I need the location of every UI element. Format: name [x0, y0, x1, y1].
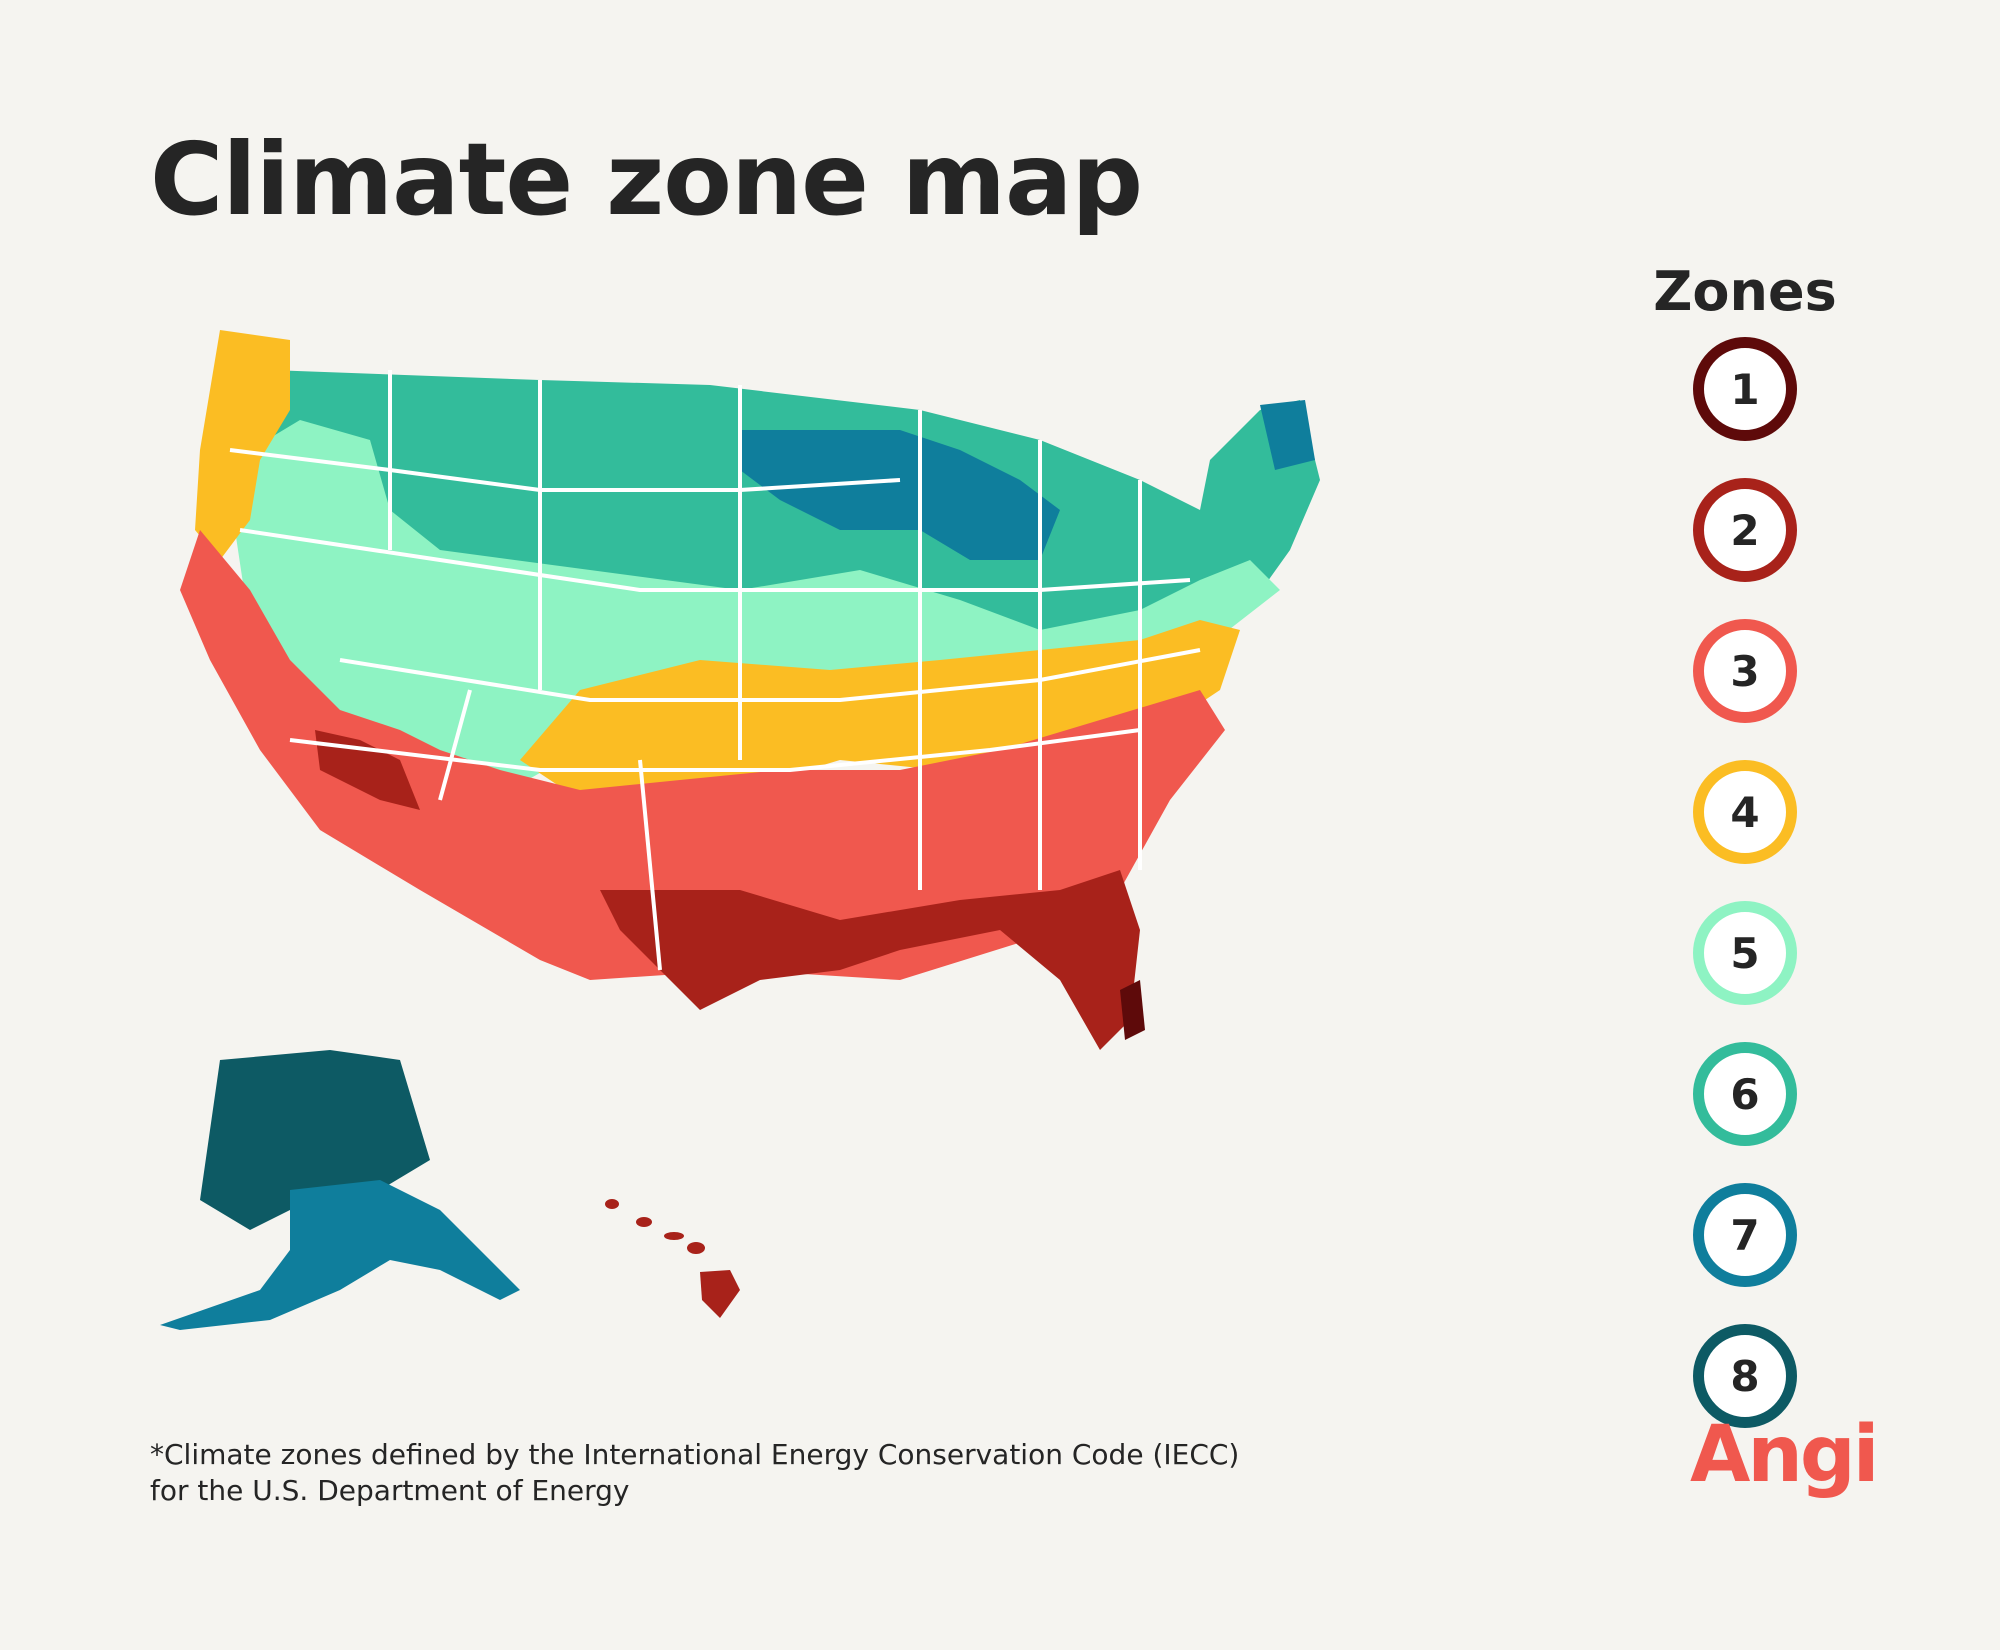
zone-6-badge: 6 [1693, 1042, 1797, 1146]
footnote: *Climate zones defined by the Internatio… [150, 1437, 1239, 1510]
zone-2-texas-gulf [600, 870, 1140, 1050]
alaska-inset [160, 1050, 520, 1330]
zone-2-gulf-coast [315, 730, 420, 810]
zone-1-badge: 1 [1693, 337, 1797, 441]
zone-4-badge: 4 [1693, 760, 1797, 864]
contiguous-us [180, 330, 1320, 1050]
zone-1-south-florida [1120, 980, 1145, 1040]
hawaii-island-maui [687, 1242, 705, 1254]
hawaii-inset [605, 1199, 740, 1318]
footnote-line-1: *Climate zones defined by the Internatio… [150, 1438, 1240, 1471]
footnote-line-2: for the U.S. Department of Energy [150, 1474, 630, 1508]
zone-7-north-central [740, 430, 1060, 560]
zone-7-maine [1260, 400, 1315, 470]
zone-8-badge: 8 [1693, 1324, 1797, 1428]
zone-2-badge: 2 [1693, 478, 1797, 582]
zones-legend: Zones 1 2 3 4 5 6 7 8 [1640, 265, 1850, 1465]
alaska-zone-7 [160, 1180, 520, 1330]
hawaii-island-oahu [636, 1217, 652, 1227]
zone-7-badge: 7 [1693, 1183, 1797, 1287]
zone-4-band [520, 620, 1240, 800]
hawaii-island-kauai [605, 1199, 619, 1209]
angi-logo: Angi [1690, 1410, 1879, 1500]
zone-4-pacific-coast [195, 330, 290, 560]
zone-3-south-region [180, 530, 1225, 980]
page-title: Climate zone map [150, 121, 1143, 238]
legend-title: Zones [1653, 260, 1837, 323]
zone-5-badge: 5 [1693, 901, 1797, 1005]
hawaii-island-molokai [664, 1232, 684, 1240]
state-boundaries [229, 370, 1201, 971]
zone-3-badge: 3 [1693, 619, 1797, 723]
us-climate-zone-map [160, 330, 1320, 1330]
hawaii-island-big-island [700, 1270, 740, 1318]
